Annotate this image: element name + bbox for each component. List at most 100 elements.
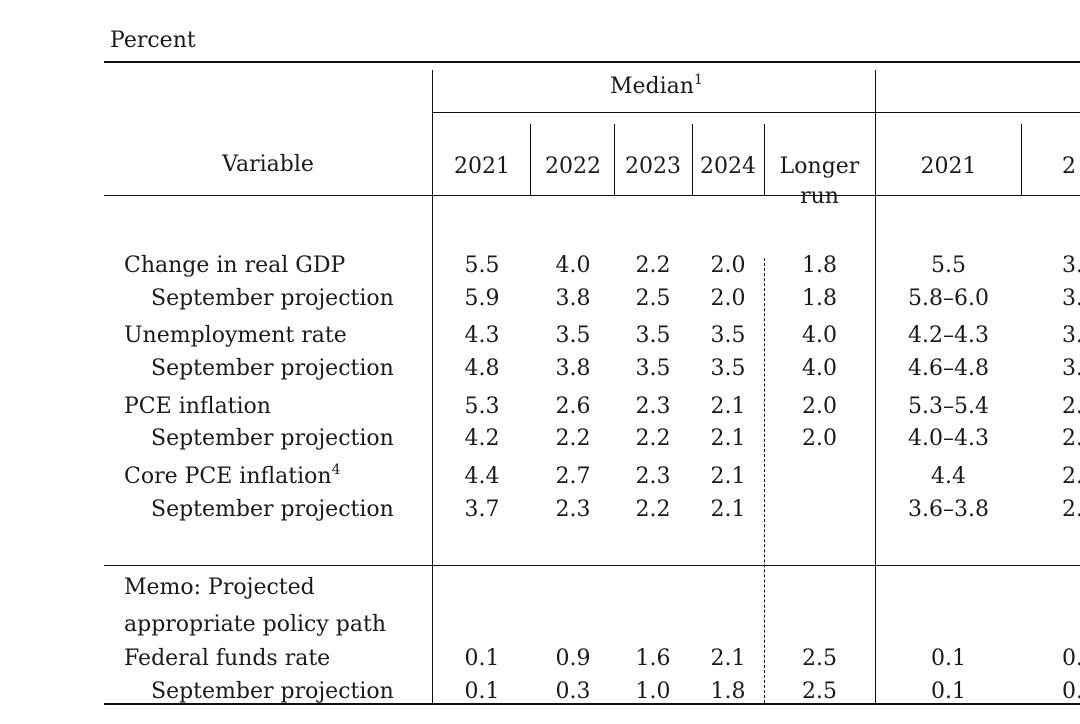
median-cell: 0.1 bbox=[464, 646, 500, 671]
median-cell: 3.8 bbox=[555, 356, 591, 381]
row-label: September projection bbox=[151, 356, 394, 381]
median-cell: 3.5 bbox=[635, 323, 671, 348]
median-cell: 5.3 bbox=[464, 394, 500, 419]
median-cell: 3.5 bbox=[710, 356, 746, 381]
row-label: Federal funds rate bbox=[124, 646, 331, 671]
median-cell: 1.8 bbox=[802, 286, 837, 311]
median-cell: 2.2 bbox=[635, 253, 671, 278]
median-cell: 4.0 bbox=[555, 253, 591, 278]
median-cell: 3.5 bbox=[555, 323, 591, 348]
median-cell: 1.8 bbox=[802, 253, 837, 278]
median-cell: 4.4 bbox=[464, 464, 500, 489]
median-cell: 1.8 bbox=[710, 679, 746, 704]
median-cell: 2.2 bbox=[555, 426, 591, 451]
range-cell-partial: 0.1 bbox=[1062, 679, 1080, 704]
unit-label: Percent bbox=[110, 28, 196, 53]
median-cell: 2.0 bbox=[710, 286, 746, 311]
range-cell-partial: 3.4 bbox=[1062, 286, 1080, 311]
longer-run-dashed-rule bbox=[764, 258, 765, 703]
median-cell: 2.1 bbox=[710, 394, 746, 419]
median-cell: 2.0 bbox=[710, 253, 746, 278]
median-cell: 5.5 bbox=[464, 253, 500, 278]
row-label: Change in real GDP bbox=[124, 253, 346, 278]
median-cell: 4.8 bbox=[464, 356, 500, 381]
median-cell: 2.5 bbox=[635, 286, 671, 311]
median-footnote-marker: 1 bbox=[693, 72, 703, 88]
median-cell: 0.1 bbox=[464, 679, 500, 704]
median-cell: 2.1 bbox=[710, 464, 746, 489]
variable-header: Variable bbox=[222, 152, 314, 177]
median-cell: 2.3 bbox=[555, 497, 591, 522]
range-cell-partial: 2.0 bbox=[1062, 497, 1080, 522]
header-range-year: 2021 bbox=[920, 154, 977, 179]
median-cell: 4.0 bbox=[802, 356, 837, 381]
range-cell: 5.5 bbox=[931, 253, 966, 278]
range-cell-partial: 3.6 bbox=[1062, 253, 1080, 278]
median-cell: 5.9 bbox=[464, 286, 500, 311]
range-cell-partial: 2.0 bbox=[1062, 426, 1080, 451]
range-cell: 4.2–4.3 bbox=[908, 323, 989, 348]
row-label: September projection bbox=[151, 497, 394, 522]
median-cell: 0.3 bbox=[555, 679, 591, 704]
median-cell: 2.0 bbox=[802, 394, 837, 419]
median-cell: 2.1 bbox=[710, 497, 746, 522]
range-cell: 0.1 bbox=[931, 679, 966, 704]
median-cell: 0.9 bbox=[555, 646, 591, 671]
median-cell: 2.5 bbox=[802, 679, 837, 704]
row-label: Core PCE inflation4 bbox=[124, 462, 341, 489]
row-label: Unemployment rate bbox=[124, 323, 347, 348]
median-cell: 4.3 bbox=[464, 323, 500, 348]
range-cell: 5.8–6.0 bbox=[908, 286, 989, 311]
range-cell: 4.4 bbox=[931, 464, 966, 489]
median-cell: 2.1 bbox=[710, 426, 746, 451]
row-label: September projection bbox=[151, 426, 394, 451]
range-cell-partial: 3.4 bbox=[1062, 323, 1080, 348]
range-cell: 5.3–5.4 bbox=[908, 394, 989, 419]
range-cell: 0.1 bbox=[931, 646, 966, 671]
median-cell: 2.2 bbox=[635, 497, 671, 522]
median-cell: 4.0 bbox=[802, 323, 837, 348]
row-label: PCE inflation bbox=[124, 394, 271, 419]
header-year: 2024 bbox=[700, 154, 756, 179]
header-year: 2021 bbox=[454, 154, 510, 179]
header-year: 2022 bbox=[545, 154, 601, 179]
range-cell: 4.6–4.8 bbox=[908, 356, 989, 381]
median-cell: 2.5 bbox=[802, 646, 837, 671]
median-cell: 3.8 bbox=[555, 286, 591, 311]
median-cell: 2.1 bbox=[710, 646, 746, 671]
median-cell: 1.0 bbox=[635, 679, 671, 704]
median-cell: 2.0 bbox=[802, 426, 837, 451]
memo-line-2: appropriate policy path bbox=[124, 612, 387, 637]
range-cell-partial: 2.5 bbox=[1062, 464, 1080, 489]
table-bottom-rule bbox=[104, 703, 1080, 705]
median-cell: 3.5 bbox=[710, 323, 746, 348]
header-rule-longer-run bbox=[764, 124, 765, 195]
median-cell: 2.6 bbox=[555, 394, 591, 419]
header-year: 2023 bbox=[625, 154, 681, 179]
header-rule-2023 bbox=[614, 124, 615, 195]
median-cell: 4.2 bbox=[464, 426, 500, 451]
header-rule-2024 bbox=[692, 124, 693, 195]
range-cell-partial: 0.6 bbox=[1062, 646, 1080, 671]
memo-rule bbox=[104, 565, 1080, 566]
range-cell-partial: 3.6 bbox=[1062, 356, 1080, 381]
range-cell: 4.0–4.3 bbox=[908, 426, 989, 451]
range-cell-partial: 2.2 bbox=[1062, 394, 1080, 419]
row-footnote-marker: 4 bbox=[331, 462, 341, 478]
header-sub-rule bbox=[432, 112, 1080, 113]
header-rule-2022 bbox=[530, 124, 531, 195]
median-cell: 2.7 bbox=[555, 464, 591, 489]
median-group-rule bbox=[875, 70, 876, 703]
median-cell: 3.5 bbox=[635, 356, 671, 381]
variable-column-rule bbox=[432, 70, 433, 703]
median-cell: 2.3 bbox=[635, 464, 671, 489]
header-rule-range-2022 bbox=[1021, 124, 1022, 195]
range-cell: 3.6–3.8 bbox=[908, 497, 989, 522]
row-label: September projection bbox=[151, 286, 394, 311]
median-cell: 2.2 bbox=[635, 426, 671, 451]
table-top-rule bbox=[104, 61, 1080, 63]
median-header: Median1 bbox=[610, 72, 703, 99]
header-range-year-partial: 2 bbox=[1062, 154, 1076, 179]
header-longer-run: Longer bbox=[779, 154, 860, 179]
median-cell: 3.7 bbox=[464, 497, 500, 522]
